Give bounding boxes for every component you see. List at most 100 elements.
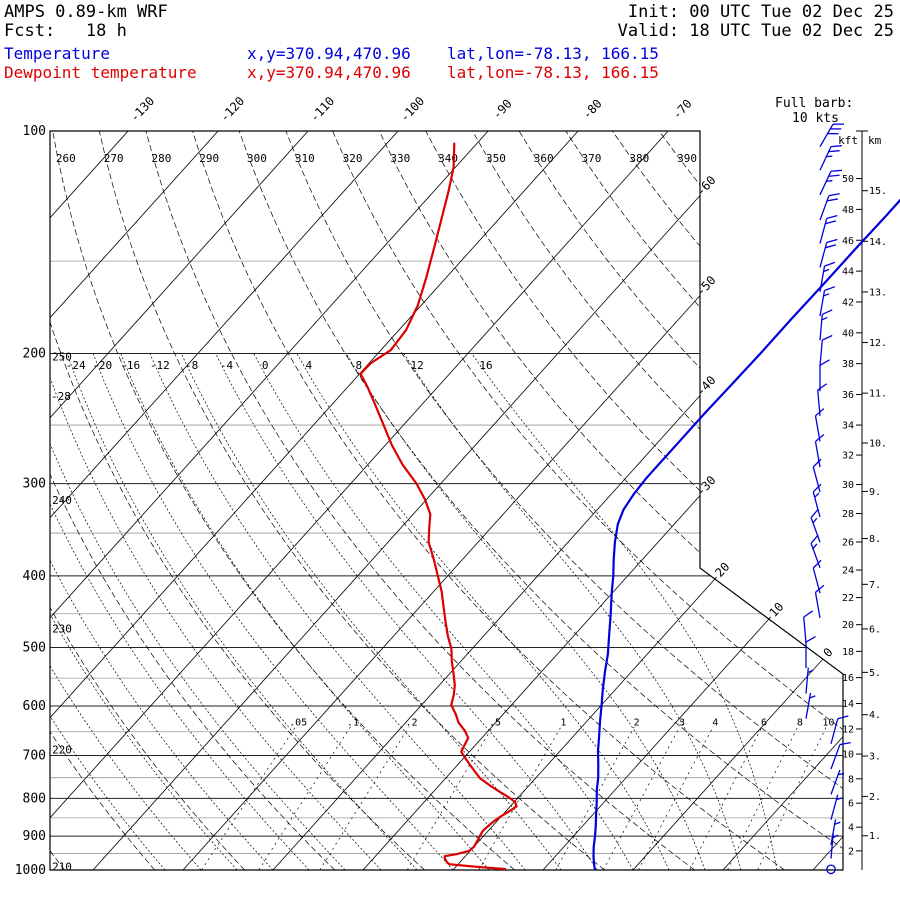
svg-text:390: 390 bbox=[677, 152, 697, 165]
svg-text:240: 240 bbox=[52, 494, 72, 507]
svg-text:1000: 1000 bbox=[15, 863, 46, 878]
barb-legend-value: 10 kts bbox=[792, 111, 839, 126]
svg-text:34: 34 bbox=[842, 421, 854, 432]
svg-text:16: 16 bbox=[842, 673, 854, 684]
svg-text:-70: -70 bbox=[670, 97, 695, 122]
svg-text:-100: -100 bbox=[397, 94, 427, 125]
temperature-gridpoint: x,y=370.94,470.96 bbox=[247, 44, 411, 63]
svg-text:250: 250 bbox=[52, 350, 72, 363]
height-scale: 2468101214161820222426283032343638404244… bbox=[838, 130, 887, 870]
svg-text:700: 700 bbox=[23, 749, 46, 764]
svg-text:-90: -90 bbox=[490, 97, 515, 122]
svg-text:8.: 8. bbox=[869, 534, 881, 545]
svg-text:-40: -40 bbox=[694, 373, 719, 398]
svg-text:8: 8 bbox=[848, 774, 854, 785]
svg-text:4: 4 bbox=[848, 823, 854, 834]
svg-text:290: 290 bbox=[199, 152, 219, 165]
svg-text:280: 280 bbox=[151, 152, 171, 165]
svg-text:6: 6 bbox=[848, 799, 854, 810]
svg-text:4.: 4. bbox=[869, 710, 881, 721]
svg-text:km: km bbox=[868, 134, 882, 147]
init-time: Init: 00 UTC Tue 02 Dec 25 bbox=[627, 2, 894, 22]
svg-text:11.: 11. bbox=[869, 389, 887, 400]
svg-text:330: 330 bbox=[390, 152, 410, 165]
dewpoint-gridpoint: x,y=370.94,470.96 bbox=[247, 63, 411, 82]
svg-text:2: 2 bbox=[634, 718, 640, 729]
svg-text:210: 210 bbox=[52, 861, 72, 874]
dewpoint-curve bbox=[359, 142, 518, 871]
svg-text:6: 6 bbox=[761, 718, 767, 729]
svg-text:5.: 5. bbox=[869, 668, 881, 679]
svg-text:kft: kft bbox=[838, 134, 858, 147]
svg-text:-8: -8 bbox=[185, 359, 198, 372]
svg-text:16: 16 bbox=[479, 359, 492, 372]
svg-text:-20: -20 bbox=[707, 560, 732, 585]
svg-text:20: 20 bbox=[842, 620, 854, 631]
svg-text:200: 200 bbox=[23, 346, 46, 361]
svg-text:-130: -130 bbox=[127, 94, 157, 125]
svg-text:360: 360 bbox=[534, 152, 554, 165]
svg-text:13.: 13. bbox=[869, 287, 887, 298]
svg-text:8: 8 bbox=[356, 359, 363, 372]
svg-text:270: 270 bbox=[104, 152, 124, 165]
svg-text:-20: -20 bbox=[92, 359, 112, 372]
svg-text:9.: 9. bbox=[869, 487, 881, 498]
svg-text:12.: 12. bbox=[869, 338, 887, 349]
svg-text:46: 46 bbox=[842, 236, 854, 247]
svg-text:24: 24 bbox=[842, 566, 854, 577]
svg-text:.5: .5 bbox=[489, 718, 501, 729]
svg-text:-120: -120 bbox=[217, 94, 247, 125]
svg-text:230: 230 bbox=[52, 623, 72, 636]
svg-text:400: 400 bbox=[23, 569, 46, 584]
svg-text:4: 4 bbox=[306, 359, 313, 372]
svg-text:.2: .2 bbox=[406, 718, 418, 729]
svg-text:3: 3 bbox=[679, 718, 685, 729]
svg-text:50: 50 bbox=[842, 174, 854, 185]
svg-text:26: 26 bbox=[842, 538, 854, 549]
svg-text:48: 48 bbox=[842, 205, 854, 216]
svg-text:22: 22 bbox=[842, 593, 854, 604]
temperature-curve bbox=[592, 198, 900, 871]
svg-text:7.: 7. bbox=[869, 580, 881, 591]
svg-text:44: 44 bbox=[842, 267, 854, 278]
svg-text:2.: 2. bbox=[869, 792, 881, 803]
svg-text:.05: .05 bbox=[289, 718, 307, 729]
svg-text:14: 14 bbox=[842, 699, 854, 710]
svg-text:100: 100 bbox=[23, 124, 46, 139]
svg-text:3.: 3. bbox=[869, 752, 881, 763]
svg-text:300: 300 bbox=[247, 152, 267, 165]
svg-text:220: 220 bbox=[52, 744, 72, 757]
temperature-latlon: lat,lon=-78.13, 166.15 bbox=[447, 44, 659, 63]
svg-text:310: 310 bbox=[295, 152, 315, 165]
plot-border bbox=[49, 130, 844, 871]
svg-text:350: 350 bbox=[486, 152, 506, 165]
svg-text:-24: -24 bbox=[66, 359, 86, 372]
temperature-legend: Temperature bbox=[4, 44, 110, 63]
svg-text:0: 0 bbox=[821, 645, 836, 660]
svg-text:36: 36 bbox=[842, 390, 854, 401]
svg-text:1: 1 bbox=[560, 718, 566, 729]
svg-text:-12: -12 bbox=[150, 359, 170, 372]
svg-text:12: 12 bbox=[842, 724, 854, 735]
svg-text:15.: 15. bbox=[869, 186, 887, 197]
svg-text:-16: -16 bbox=[120, 359, 140, 372]
background-grid bbox=[50, 131, 843, 870]
svg-text:900: 900 bbox=[23, 829, 46, 844]
svg-text:300: 300 bbox=[23, 477, 46, 492]
svg-text:380: 380 bbox=[629, 152, 649, 165]
svg-text:800: 800 bbox=[23, 791, 46, 806]
svg-text:370: 370 bbox=[582, 152, 602, 165]
valid-time: Valid: 18 UTC Tue 02 Dec 25 bbox=[617, 21, 894, 41]
svg-text:-30: -30 bbox=[694, 473, 719, 498]
svg-text:10: 10 bbox=[842, 750, 854, 761]
svg-text:40: 40 bbox=[842, 328, 854, 339]
svg-text:1.: 1. bbox=[869, 831, 881, 842]
svg-text:320: 320 bbox=[343, 152, 363, 165]
svg-text:-28: -28 bbox=[51, 390, 71, 403]
svg-text:-10: -10 bbox=[762, 600, 787, 625]
dewpoint-legend: Dewpoint temperature bbox=[4, 63, 197, 82]
svg-text:2: 2 bbox=[848, 846, 854, 857]
svg-text:32: 32 bbox=[842, 451, 854, 462]
